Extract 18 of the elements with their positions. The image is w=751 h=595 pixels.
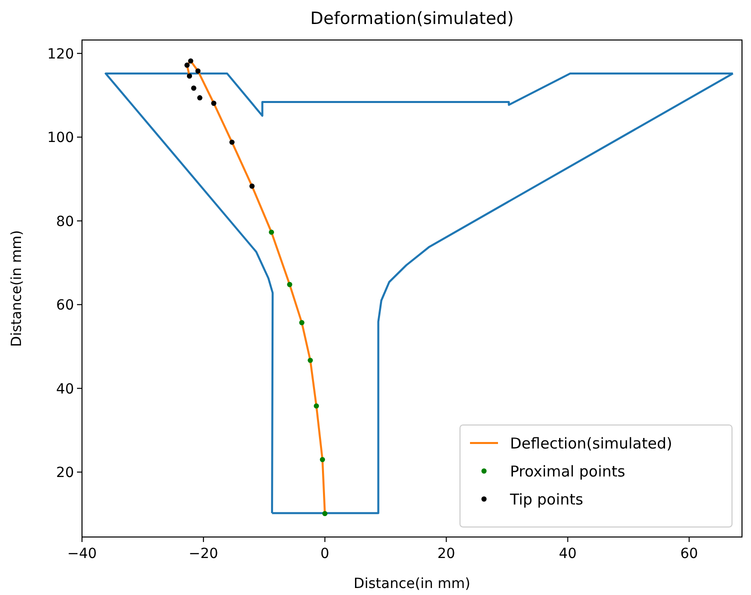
x-tick-label: 60	[680, 546, 698, 562]
y-tick-label: 20	[56, 465, 74, 481]
x-tick-label: 0	[320, 546, 330, 562]
chart-title: Deformation(simulated)	[310, 9, 514, 29]
y-tick-label: 100	[47, 130, 74, 146]
x-tick-label: −20	[188, 546, 218, 562]
y-tick-label: 80	[56, 214, 74, 230]
y-tick-label: 60	[56, 298, 74, 314]
y-tick-label: 40	[56, 381, 74, 398]
x-tick-label: 20	[437, 546, 456, 562]
y-axis-title: Distance(in mm)	[9, 230, 25, 347]
x-tick-label: −40	[67, 546, 97, 562]
x-axis-title: Distance(in mm)	[354, 576, 470, 592]
legend-label: Deflection(simulated)	[510, 434, 672, 452]
x-tick-label: 40	[558, 546, 577, 562]
legend-label: Tip points	[509, 490, 584, 508]
legend-label: Proximal points	[510, 462, 626, 480]
y-tick-label: 120	[47, 46, 74, 62]
